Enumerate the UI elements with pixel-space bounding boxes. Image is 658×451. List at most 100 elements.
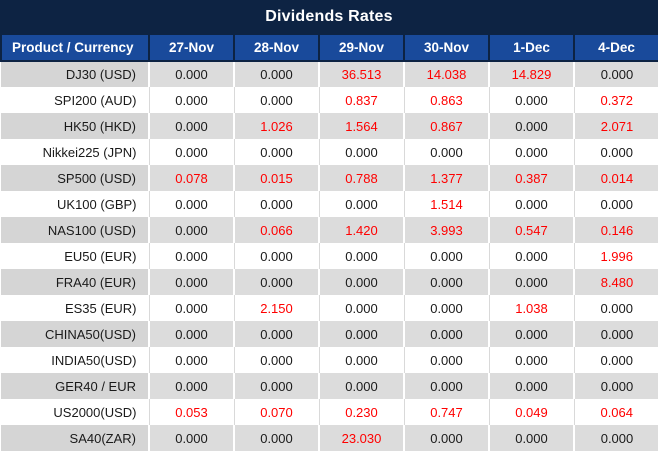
value-cell: 0.049	[489, 399, 575, 425]
column-header-row: Product / Currency 27-Nov 28-Nov 29-Nov 30-…	[0, 33, 658, 62]
table-row: SPI200 (AUD) 0.000 0.000 0.837 0.863 0.000 0.3…	[1, 87, 658, 113]
product-cell: FRA40 (EUR)	[1, 269, 150, 295]
value-cell: 0.000	[149, 321, 235, 347]
value-cell: 8.480	[574, 269, 658, 295]
table-body: DJ30 (USD) 0.000 0.000 36.513 14.038 14.829 0.…	[1, 61, 658, 451]
value-cell: 0.000	[234, 373, 320, 399]
product-cell: GER40 / EUR	[1, 373, 150, 399]
table-row: GER40 / EUR 0.000 0.000 0.000 0.000 0.000 0.00…	[1, 373, 658, 399]
product-cell: SP500 (USD)	[1, 165, 150, 191]
value-cell: 0.000	[489, 87, 575, 113]
value-cell: 0.000	[574, 139, 658, 165]
value-cell: 0.000	[319, 139, 405, 165]
value-cell: 0.867	[404, 113, 490, 139]
value-cell: 0.000	[149, 139, 235, 165]
table-row: DJ30 (USD) 0.000 0.000 36.513 14.038 14.829 0.…	[1, 61, 658, 87]
value-cell: 1.377	[404, 165, 490, 191]
value-cell: 0.000	[489, 191, 575, 217]
date-column-header: 29-Nov	[318, 33, 405, 62]
value-cell: 0.000	[319, 269, 405, 295]
value-cell: 0.014	[574, 165, 658, 191]
date-column-header: 4-Dec	[573, 33, 658, 62]
value-cell: 0.000	[489, 347, 575, 373]
product-cell: NAS100 (USD)	[1, 217, 150, 243]
table-row: EU50 (EUR) 0.000 0.000 0.000 0.000 0.000 1.996	[1, 243, 658, 269]
date-column-header: 30-Nov	[403, 33, 490, 62]
value-cell: 0.078	[149, 165, 235, 191]
value-cell: 0.000	[489, 373, 575, 399]
value-cell: 2.071	[574, 113, 658, 139]
table-row: FRA40 (EUR) 0.000 0.000 0.000 0.000 0.000 8.48…	[1, 269, 658, 295]
value-cell: 0.000	[319, 243, 405, 269]
value-cell: 0.064	[574, 399, 658, 425]
value-cell: 0.372	[574, 87, 658, 113]
value-cell: 0.146	[574, 217, 658, 243]
value-cell: 0.000	[319, 373, 405, 399]
date-column-header: 27-Nov	[148, 33, 235, 62]
value-cell: 0.000	[234, 425, 320, 451]
value-cell: 0.000	[149, 61, 235, 87]
product-cell: EU50 (EUR)	[1, 243, 150, 269]
table-row: SP500 (USD) 0.078 0.015 0.788 1.377 0.387 0.01…	[1, 165, 658, 191]
value-cell: 0.000	[574, 191, 658, 217]
value-cell: 0.000	[489, 243, 575, 269]
value-cell: 0.000	[234, 243, 320, 269]
value-cell: 2.150	[234, 295, 320, 321]
product-cell: SA40(ZAR)	[1, 425, 150, 451]
table-row: US2000(USD) 0.053 0.070 0.230 0.747 0.049 0.06…	[1, 399, 658, 425]
value-cell: 0.747	[404, 399, 490, 425]
value-cell: 0.000	[574, 295, 658, 321]
widget-title: Dividends Rates	[265, 7, 393, 25]
value-cell: 0.547	[489, 217, 575, 243]
table-row: UK100 (GBP) 0.000 0.000 0.000 1.514 0.000 0.00…	[1, 191, 658, 217]
value-cell: 0.000	[234, 191, 320, 217]
value-cell: 1.996	[574, 243, 658, 269]
value-cell: 0.000	[574, 373, 658, 399]
table-row: ES35 (EUR) 0.000 2.150 0.000 0.000 1.038 0.000	[1, 295, 658, 321]
value-cell: 0.000	[149, 347, 235, 373]
value-cell: 0.000	[319, 191, 405, 217]
table-row: Nikkei225 (JPN) 0.000 0.000 0.000 0.000 0.000…	[1, 139, 658, 165]
value-cell: 0.863	[404, 87, 490, 113]
dividends-table: Product / Currency 27-Nov 28-Nov 29-Nov 30-…	[0, 33, 658, 451]
value-cell: 3.993	[404, 217, 490, 243]
value-cell: 0.788	[319, 165, 405, 191]
value-cell: 0.000	[234, 87, 320, 113]
product-cell: ES35 (EUR)	[1, 295, 150, 321]
date-column-header: 28-Nov	[233, 33, 320, 62]
value-cell: 0.000	[234, 321, 320, 347]
table-row: SA40(ZAR) 0.000 0.000 23.030 0.000 0.000 0.000	[1, 425, 658, 451]
value-cell: 0.070	[234, 399, 320, 425]
value-cell: 0.000	[404, 295, 490, 321]
value-cell: 0.000	[234, 61, 320, 87]
value-cell: 0.000	[149, 113, 235, 139]
value-cell: 1.420	[319, 217, 405, 243]
value-cell: 14.038	[404, 61, 490, 87]
value-cell: 0.000	[574, 61, 658, 87]
value-cell: 0.000	[319, 295, 405, 321]
value-cell: 0.000	[404, 347, 490, 373]
product-cell: SPI200 (AUD)	[1, 87, 150, 113]
value-cell: 0.387	[489, 165, 575, 191]
value-cell: 0.000	[234, 269, 320, 295]
product-cell: UK100 (GBP)	[1, 191, 150, 217]
product-cell: INDIA50(USD)	[1, 347, 150, 373]
value-cell: 0.000	[489, 321, 575, 347]
widget-title-bar: Dividends Rates	[0, 0, 658, 33]
value-cell: 0.000	[149, 191, 235, 217]
value-cell: 1.026	[234, 113, 320, 139]
value-cell: 0.000	[404, 321, 490, 347]
value-cell: 0.000	[149, 269, 235, 295]
value-cell: 1.564	[319, 113, 405, 139]
value-cell: 0.053	[149, 399, 235, 425]
table-row: HK50 (HKD) 0.000 1.026 1.564 0.867 0.000 2.071	[1, 113, 658, 139]
value-cell: 0.000	[489, 139, 575, 165]
value-cell: 0.000	[574, 347, 658, 373]
value-cell: 14.829	[489, 61, 575, 87]
value-cell: 0.000	[574, 321, 658, 347]
value-cell: 0.000	[489, 113, 575, 139]
product-cell: US2000(USD)	[1, 399, 150, 425]
product-cell: DJ30 (USD)	[1, 61, 150, 87]
table-row: NAS100 (USD) 0.000 0.066 1.420 3.993 0.547 0.1…	[1, 217, 658, 243]
